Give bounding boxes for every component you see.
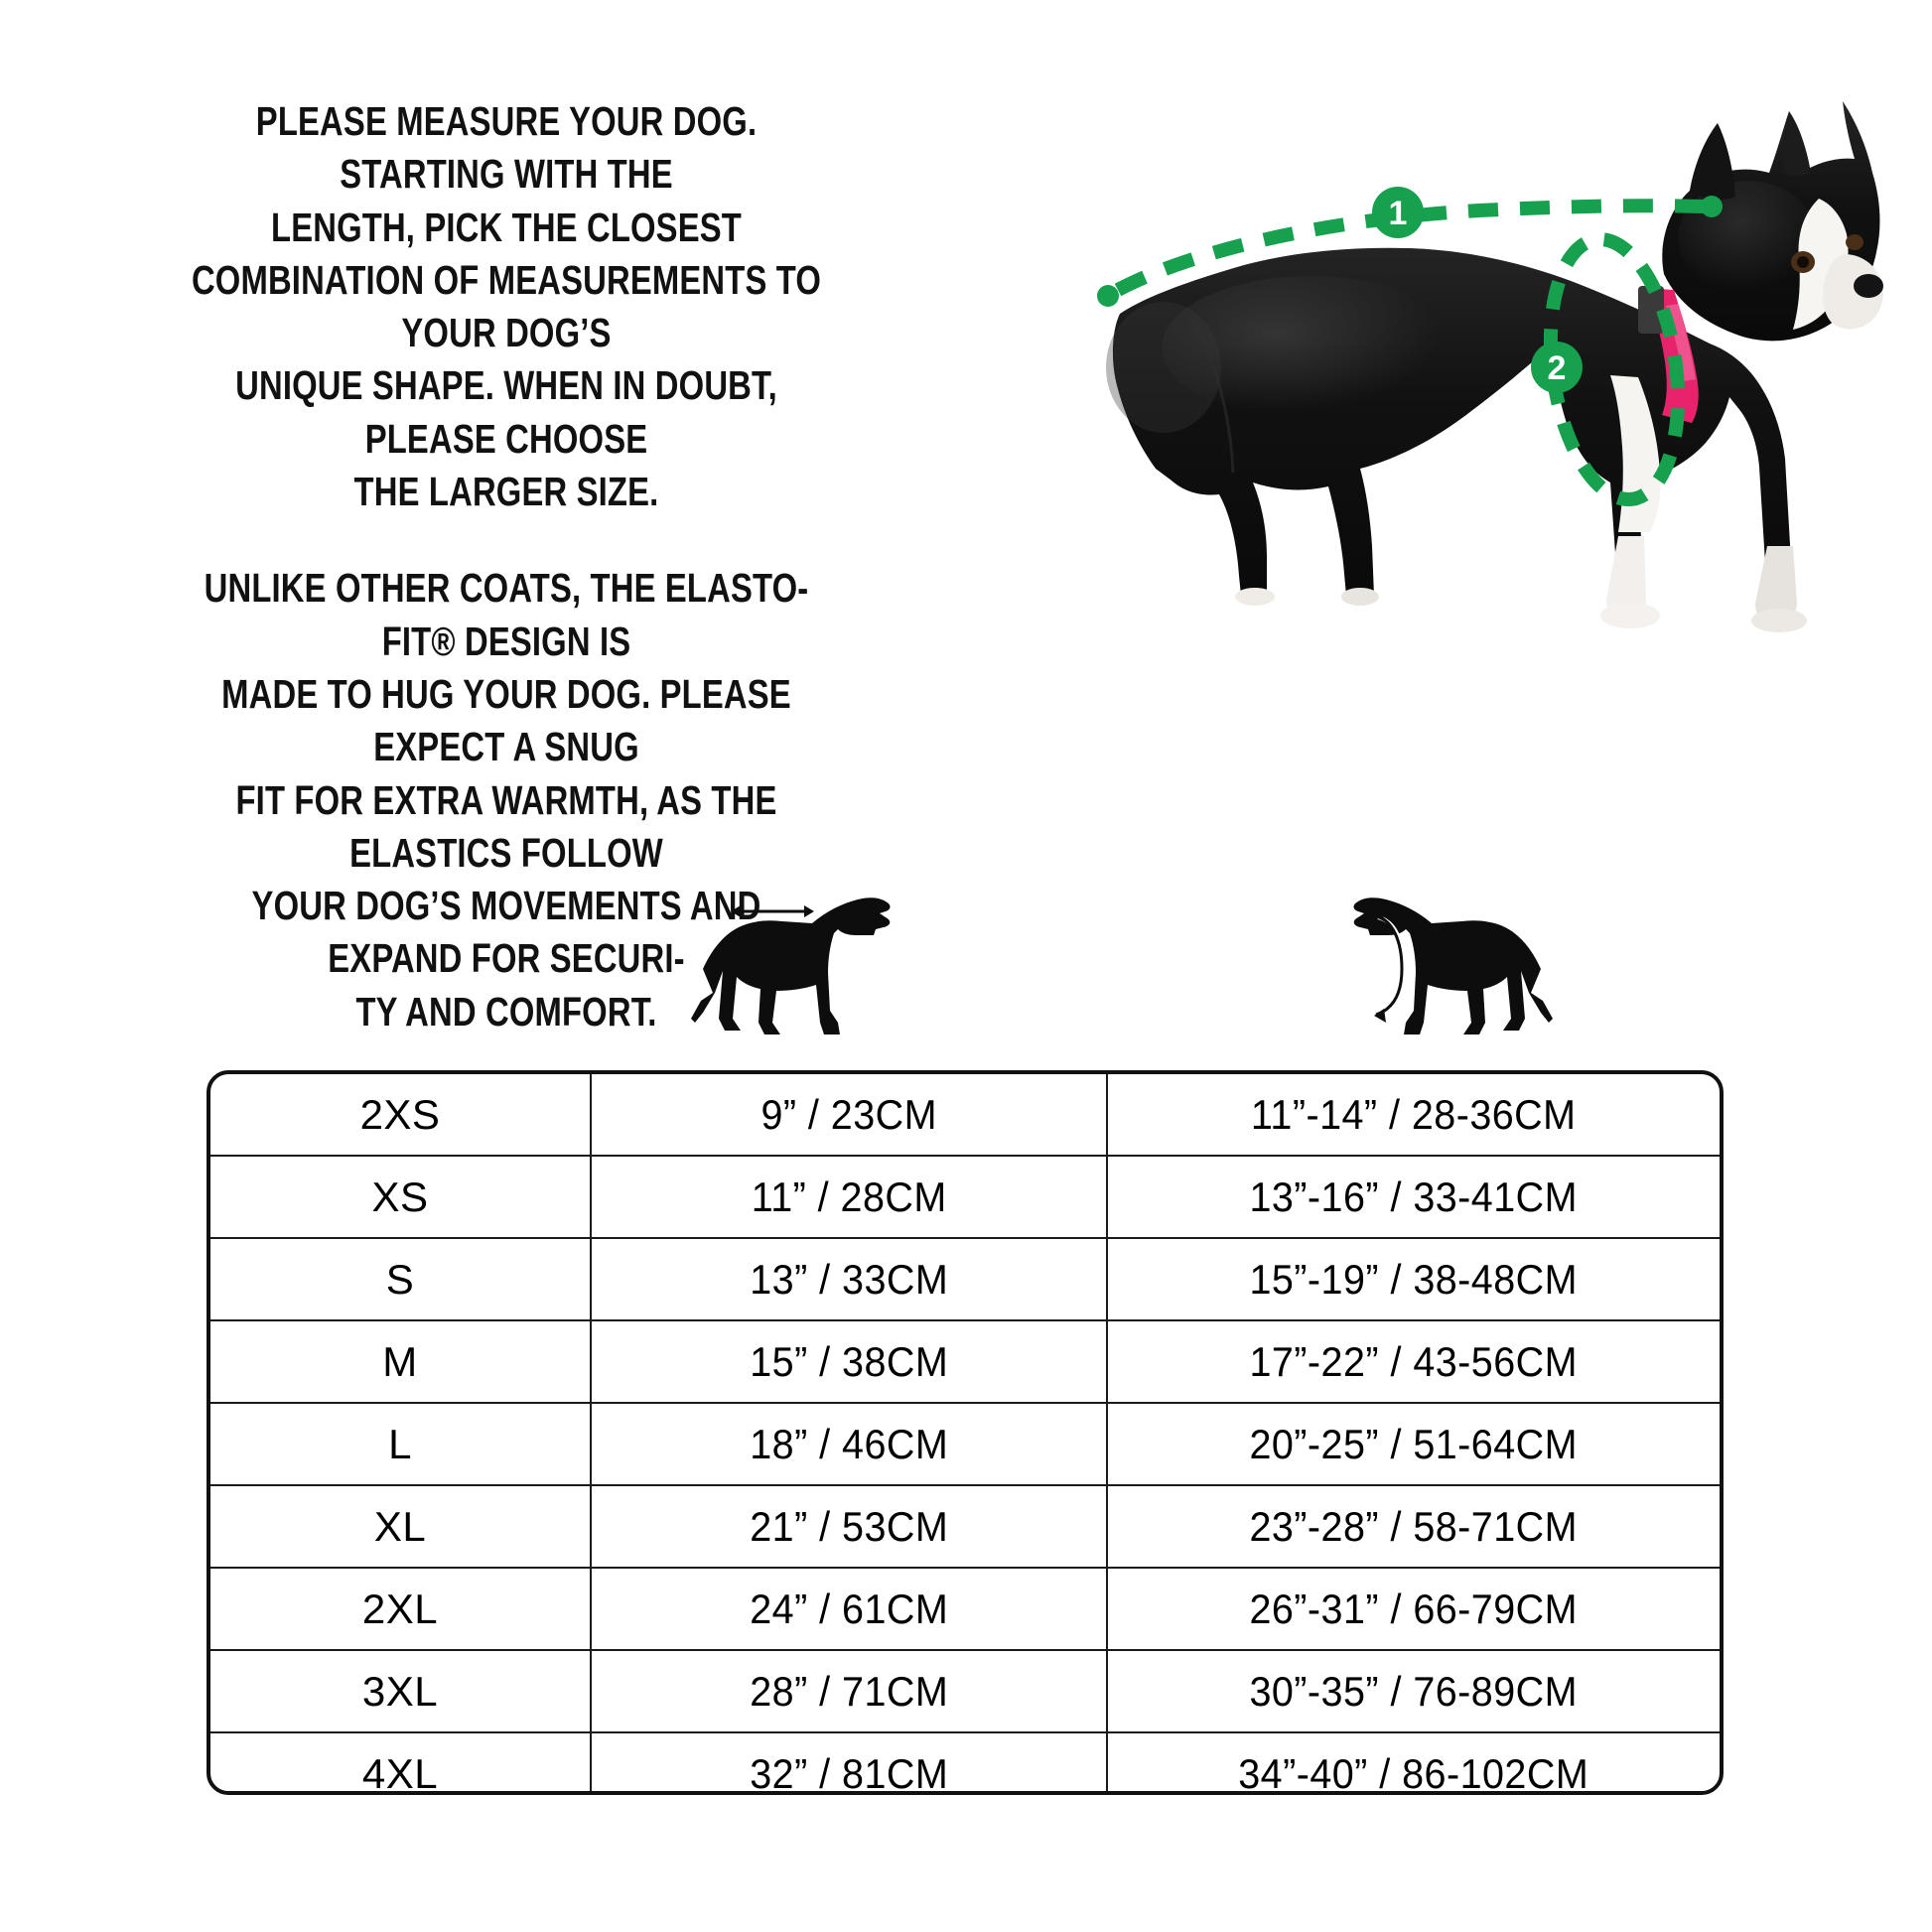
instructions-block: PLEASE MEASURE YOUR DOG. STARTING WITH T… [109,95,903,1038]
cell-size: S [210,1237,593,1320]
cell-size: 2XS [210,1074,593,1156]
cell-length: 15” / 38CM [606,1319,1093,1403]
length-arrow [731,905,814,917]
cell-size: XL [210,1484,593,1568]
cell-length: 24” / 61CM [606,1567,1093,1650]
dog-rear-highlight [1106,302,1221,433]
table-body: 2XS 9” / 23CM 11”-14” / 28-36CM XS 11” /… [210,1074,1720,1791]
table-row: 2XS 9” / 23CM 11”-14” / 28-36CM [210,1074,1720,1156]
dog-body-group [1106,101,1883,632]
dog-length-silhouette [685,874,983,1062]
table-row: XL 21” / 53CM 23”-28” / 58-71CM [210,1484,1720,1568]
marker-1-start-dot [1701,196,1723,217]
dog-girth-silhouette [1261,874,1559,1062]
dog-head-highlight [1678,181,1817,296]
cell-length: 13” / 33CM [606,1237,1093,1320]
dog-ear-near [1690,123,1735,201]
cell-size: XS [210,1155,593,1238]
dog-flank-highlight [1162,276,1459,419]
dog-photo: 1 2 [1082,79,1886,774]
instructions-paragraph-1: PLEASE MEASURE YOUR DOG. STARTING WITH T… [191,98,822,515]
table-row: L 18” / 46CM 20”-25” / 51-64CM [210,1402,1720,1485]
cell-size: L [210,1402,593,1485]
cell-girth: 15”-19” / 38-48CM [1125,1237,1702,1320]
cell-length: 11” / 28CM [606,1155,1093,1238]
dog-front-leg-white-far [1755,546,1797,620]
cell-length: 21” / 53CM [606,1484,1093,1568]
cell-girth: 20”-25” / 51-64CM [1125,1402,1702,1485]
dog-eye-far [1846,234,1863,250]
cell-girth: 23”-28” / 58-71CM [1125,1484,1702,1568]
dog-front-leg-white-near [1606,536,1646,616]
dog-thigh-seam [1197,333,1235,474]
cell-size: M [210,1319,593,1403]
cell-girth: 34”-40” / 86-102CM [1125,1731,1702,1791]
dog-front-paw-far [1751,609,1807,632]
table-row: 4XL 32” / 81CM 34”-40” / 86-102CM [210,1731,1720,1791]
cell-length: 18” / 46CM [606,1402,1093,1485]
dog-ear-far [1783,111,1811,176]
measurement-marker-1: 1 [1097,187,1723,307]
cell-girth: 17”-22” / 43-56CM [1125,1319,1702,1403]
dog-muzzle [1823,254,1883,330]
marker-2-badge [1531,342,1583,393]
dog-pupil-near [1797,256,1809,268]
instructions-paragraph-2: UNLIKE OTHER COATS, THE ELASTO-FIT® DESI… [204,565,809,1035]
cell-size: 4XL [210,1731,593,1791]
size-chart-table: 2XS 9” / 23CM 11”-14” / 28-36CM XS 11” /… [207,1070,1724,1795]
cell-size: 3XL [210,1649,593,1732]
cell-length: 28” / 71CM [606,1649,1093,1732]
cell-length: 9” / 23CM [606,1074,1093,1156]
table-row: 2XL 24” / 61CM 26”-31” / 66-79CM [210,1567,1720,1650]
collar-buckle [1638,286,1664,334]
table-row: M 15” / 38CM 17”-22” / 43-56CM [210,1319,1720,1403]
table-row: 3XL 28” / 71CM 30”-35” / 76-89CM [210,1649,1720,1732]
marker-1-end-dot [1097,285,1119,307]
marker-1-dashed-line [1114,199,1705,297]
cell-length: 32” / 81CM [606,1731,1093,1791]
marker-1-badge [1372,187,1424,238]
silhouette-row [199,874,1727,1067]
cell-girth: 11”-14” / 28-36CM [1251,1090,1578,1138]
table-row: S 13” / 33CM 15”-19” / 38-48CM [210,1237,1720,1320]
cell-girth: 26”-31” / 66-79CM [1125,1567,1702,1650]
table-row: XS 11” / 28CM 13”-16” / 33-41CM [210,1155,1720,1238]
dog-front-paw-near [1600,603,1660,628]
marker-2-label: 2 [1548,349,1567,387]
marker-1-label: 1 [1389,195,1408,232]
dog-rear-paw-far [1341,588,1379,606]
dog-rear-paw-near [1235,588,1275,606]
cell-girth: 13”-16” / 33-41CM [1125,1155,1702,1238]
cell-girth: 30”-35” / 76-89CM [1125,1649,1702,1732]
girth-loop-outline [1372,907,1404,1023]
dog-nose [1854,274,1883,298]
measurement-marker-2: 2 [1531,232,1686,506]
cell-size: 2XL [210,1567,593,1650]
